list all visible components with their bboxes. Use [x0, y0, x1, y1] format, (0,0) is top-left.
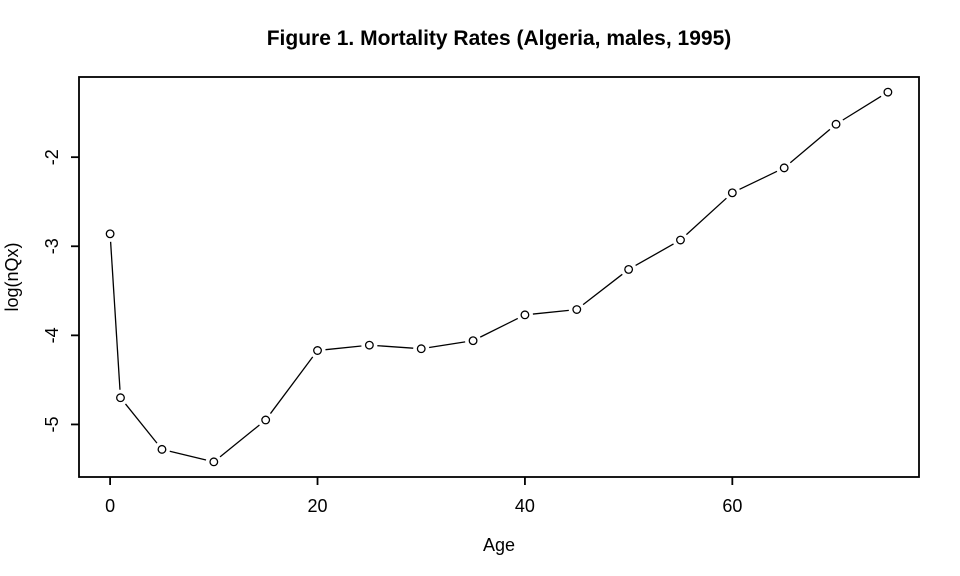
series-line-segment: [219, 424, 260, 458]
data-point-marker: [676, 235, 685, 245]
y-tick-label: -2: [42, 149, 62, 165]
x-tick-label: 40: [515, 496, 535, 516]
data-point-marker: [727, 188, 737, 198]
data-point-marker: [364, 340, 374, 350]
series-line-segment: [479, 317, 519, 338]
y-axis-label: log(nQx): [2, 242, 22, 311]
data-point-marker: [520, 310, 530, 320]
series-line-segment: [269, 356, 314, 414]
data-point-marker: [831, 119, 841, 129]
series-line-segment: [582, 273, 623, 306]
series-line-segment: [429, 341, 466, 349]
plot-border: [78, 76, 920, 478]
data-point-marker: [624, 264, 634, 274]
x-tick-label: 60: [722, 496, 742, 516]
data-point-marker: [116, 393, 125, 403]
data-point-marker: [468, 336, 478, 346]
data-point-marker: [209, 457, 219, 467]
x-tick-label: 20: [308, 496, 328, 516]
y-tick-label: -4: [42, 327, 62, 343]
data-point-marker: [416, 344, 426, 354]
y-tick-label: -3: [42, 238, 62, 254]
series-line-segment: [169, 450, 207, 461]
series-line-segment: [685, 197, 727, 236]
series-line-segment: [325, 345, 362, 351]
y-tick-label: -5: [42, 416, 62, 432]
axis-ticks: 0 20 40 60 -5 -4 -3 -2: [42, 149, 742, 516]
data-series: [105, 87, 893, 467]
data-point-marker: [313, 346, 322, 355]
x-axis-label: Age: [483, 535, 515, 555]
data-point-marker: [157, 444, 167, 454]
series-line-segment: [124, 403, 158, 444]
series-line-segment: [532, 309, 569, 315]
data-point-marker: [883, 87, 893, 97]
series-line-segment: [635, 243, 674, 267]
series-line-segment: [739, 170, 778, 190]
data-point-marker: [105, 229, 115, 239]
data-point-marker: [261, 415, 271, 425]
chart-title: Figure 1. Mortality Rates (Algeria, male…: [267, 27, 732, 50]
data-point-marker: [779, 163, 789, 173]
series-line-segment: [842, 95, 882, 121]
series-line-segment: [789, 128, 831, 164]
series-line-segment: [377, 345, 414, 349]
x-tick-label: 0: [105, 496, 115, 516]
data-point-marker: [572, 305, 582, 314]
series-line-segment: [109, 241, 121, 390]
